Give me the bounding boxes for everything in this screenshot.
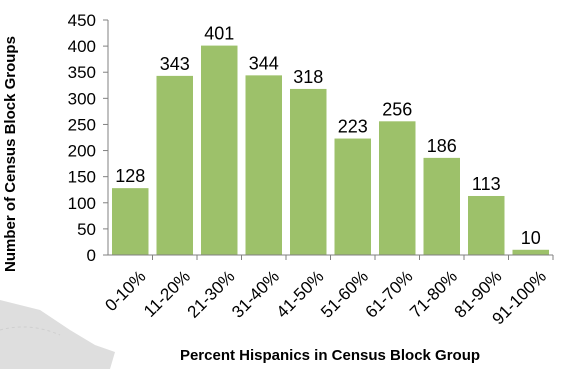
y-tick-label: 250 (68, 115, 96, 134)
bar-41-50% (290, 88, 327, 255)
background-map-border (0, 326, 61, 336)
data-label-31-40%: 344 (249, 53, 279, 73)
data-label-41-50%: 318 (293, 67, 323, 87)
bar-31-40% (245, 75, 282, 255)
bar-61-70% (379, 121, 416, 255)
y-tick-label: 350 (68, 63, 96, 82)
y-axis-title: Number of Census Block Groups (2, 36, 19, 272)
y-tick-label: 150 (68, 168, 96, 187)
data-label-11-20%: 343 (160, 54, 190, 74)
bar-21-30% (201, 45, 238, 255)
bars (112, 45, 549, 255)
x-tick-label: 31-40% (228, 267, 283, 322)
data-label-0-10%: 128 (115, 166, 145, 186)
bar-71-80% (423, 157, 460, 255)
y-tick-label: 200 (68, 142, 96, 161)
y-tick-label: 0 (87, 246, 96, 265)
y-tick-label: 450 (68, 11, 96, 30)
data-label-61-70%: 256 (382, 99, 412, 119)
y-tick-label: 400 (68, 37, 96, 56)
background-map-shape (0, 300, 115, 369)
x-axis-title: Percent Hispanics in Census Block Group (180, 347, 480, 364)
y-tick-label: 50 (77, 220, 96, 239)
data-label-91-100%: 10 (521, 228, 541, 248)
bar-91-100% (512, 249, 549, 255)
bar-81-90% (468, 195, 505, 255)
bar-11-20% (156, 75, 193, 255)
bar-0-10% (112, 188, 149, 255)
x-tick-label: 11-20% (140, 267, 194, 321)
data-label-81-90%: 113 (472, 174, 501, 194)
data-label-21-30%: 401 (204, 24, 234, 44)
bar-51-60% (334, 138, 371, 255)
data-label-51-60%: 223 (338, 117, 368, 137)
x-tick-label: 71-80% (406, 267, 461, 322)
y-tick-label: 300 (68, 89, 96, 108)
x-axis-ticks: 0-10%11-20%21-30%31-40%41-50%51-60%61-70… (101, 255, 554, 328)
x-tick-label: 41-50% (273, 267, 328, 322)
x-tick-label: 51-60% (317, 267, 372, 322)
x-tick-label: 21-30% (184, 267, 239, 322)
data-labels: 128 343 401 344 318 223 256 186 113 10 (115, 24, 541, 248)
y-axis-ticks: 0 50 100 150 200 250 300 350 400 450 (68, 11, 108, 265)
data-label-71-80%: 186 (427, 136, 457, 156)
x-tick-label: 61-70% (362, 267, 417, 322)
y-tick-label: 100 (68, 194, 96, 213)
